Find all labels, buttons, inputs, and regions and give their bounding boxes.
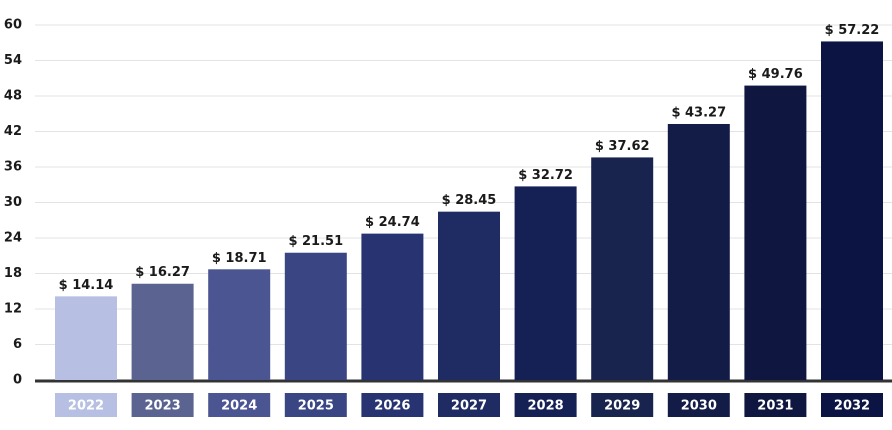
category-box bbox=[821, 393, 883, 417]
y-tick-label: 24 bbox=[4, 231, 22, 246]
y-tick-label: 54 bbox=[4, 53, 22, 68]
value-label: $ 57.22 bbox=[825, 23, 880, 38]
value-label: $ 37.62 bbox=[595, 139, 650, 154]
y-tick-label: 48 bbox=[4, 89, 22, 104]
x-tick-label: 2024 bbox=[221, 399, 257, 414]
category-box bbox=[744, 393, 807, 417]
y-tick-label: 0 bbox=[13, 373, 22, 388]
value-label: $ 18.71 bbox=[212, 251, 267, 266]
bar bbox=[514, 186, 577, 380]
y-tick-label: 12 bbox=[4, 302, 22, 317]
bar bbox=[744, 85, 807, 380]
y-tick-label: 60 bbox=[4, 18, 22, 33]
bar bbox=[284, 252, 347, 380]
category-box bbox=[361, 393, 424, 417]
bar bbox=[821, 41, 883, 380]
x-tick-label: 2027 bbox=[451, 399, 487, 414]
bar bbox=[361, 233, 424, 380]
value-label: $ 28.45 bbox=[442, 193, 497, 208]
value-label: $ 24.74 bbox=[365, 215, 420, 230]
y-tick-label: 30 bbox=[4, 195, 22, 210]
category-box bbox=[438, 393, 500, 417]
value-label: $ 21.51 bbox=[288, 234, 343, 249]
bar bbox=[591, 157, 654, 380]
value-label: $ 14.14 bbox=[59, 278, 114, 293]
category-box bbox=[667, 393, 730, 417]
x-tick-label: 2023 bbox=[145, 399, 181, 414]
value-label: $ 49.76 bbox=[748, 67, 803, 82]
category-box bbox=[131, 393, 194, 417]
category-box bbox=[591, 393, 654, 417]
x-tick-label: 2026 bbox=[374, 399, 410, 414]
category-box bbox=[514, 393, 577, 417]
category-box bbox=[55, 393, 117, 417]
value-label: $ 43.27 bbox=[671, 105, 726, 120]
bar bbox=[131, 283, 194, 380]
category-box bbox=[284, 393, 347, 417]
value-label: $ 32.72 bbox=[518, 168, 573, 183]
x-tick-label: 2025 bbox=[298, 399, 334, 414]
category-box bbox=[208, 393, 271, 417]
y-tick-label: 18 bbox=[4, 266, 22, 281]
x-tick-label: 2032 bbox=[834, 399, 870, 414]
bar bbox=[55, 296, 117, 380]
y-tick-label: 6 bbox=[13, 337, 22, 352]
bar bbox=[438, 211, 500, 380]
value-label: $ 16.27 bbox=[135, 265, 190, 280]
x-tick-label: 2029 bbox=[604, 399, 640, 414]
x-tick-label: 2028 bbox=[528, 399, 564, 414]
x-tick-label: 2031 bbox=[757, 399, 793, 414]
y-tick-label: 42 bbox=[4, 124, 22, 139]
y-tick-label: 36 bbox=[4, 160, 22, 175]
x-tick-label: 2030 bbox=[681, 399, 717, 414]
bar bbox=[208, 269, 271, 380]
x-tick-label: 2022 bbox=[68, 399, 104, 414]
bar bbox=[667, 123, 730, 380]
